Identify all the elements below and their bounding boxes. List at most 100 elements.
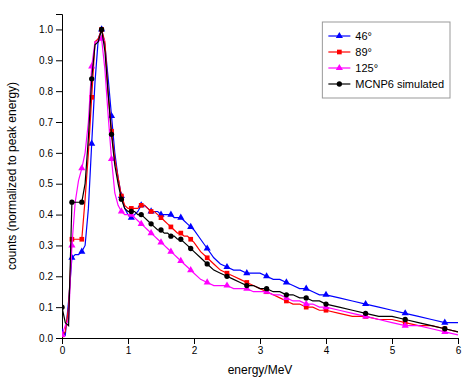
y-axis-tick: 0.2	[39, 271, 62, 282]
legend-item: 46°	[328, 30, 372, 42]
series-marker	[118, 207, 125, 213]
y-axis-tick-label: 1.0	[39, 24, 53, 35]
legend: 46° 89° 125° MCNP6 simulated	[322, 22, 450, 98]
y-axis-tick: 0.3	[39, 240, 62, 251]
series-marker	[129, 209, 134, 214]
series-marker	[223, 263, 230, 269]
legend-label: 89°	[355, 46, 372, 58]
series-marker	[284, 292, 289, 297]
series-marker	[148, 221, 153, 226]
series-marker	[88, 62, 95, 68]
series-marker	[69, 200, 74, 205]
series-marker	[244, 283, 249, 288]
series-marker	[139, 212, 144, 217]
legend-label: 46°	[355, 30, 372, 42]
x-axis-tick-label: 1	[126, 345, 132, 356]
x-axis-tick-label: 0	[60, 345, 66, 356]
series-marker	[119, 196, 124, 201]
y-axis-tick-mark	[56, 215, 62, 216]
series-marker	[89, 76, 94, 81]
y-axis-tick-label: 0.5	[39, 178, 53, 189]
y-axis-tick-label: 0.4	[39, 209, 53, 220]
series-marker	[402, 322, 409, 328]
y-axis-tick-mark	[56, 338, 62, 339]
x-axis-tick-label: 3	[258, 345, 264, 356]
y-axis-line	[56, 15, 63, 339]
series-marker	[148, 207, 155, 213]
series-marker	[205, 261, 210, 266]
x-axis-tick: 2	[192, 338, 198, 356]
series-marker	[403, 317, 408, 322]
y-axis-tick: 1.0	[39, 24, 62, 35]
series-marker	[178, 231, 183, 236]
y-axis-tick: 0.9	[39, 55, 62, 66]
y-axis-tick-mark	[56, 245, 62, 246]
series-marker	[243, 269, 250, 275]
series-marker	[303, 300, 310, 306]
x-axis-tick-label: 4	[324, 345, 330, 356]
x-axis-line	[63, 339, 459, 345]
y-axis-tick-mark	[56, 29, 62, 30]
legend-marker	[336, 32, 343, 38]
series-marker	[138, 220, 145, 226]
x-axis-tick-mark	[194, 338, 195, 344]
series-marker	[363, 311, 368, 316]
series-marker	[68, 241, 75, 247]
y-axis-tick-mark	[56, 307, 62, 308]
series-marker	[168, 234, 173, 239]
y-axis-tick-label: 0.6	[39, 148, 53, 159]
legend-marker	[337, 50, 342, 55]
series-line	[62, 39, 458, 335]
legend-label: MCNP6 simulated	[355, 78, 444, 90]
series-marker	[204, 278, 211, 284]
series-marker	[78, 164, 85, 170]
x-axis-tick: 3	[258, 338, 264, 356]
y-axis-tick-label: 0.7	[39, 117, 53, 128]
y-axis-tick-label: 0.0	[39, 333, 53, 344]
series-marker	[62, 304, 65, 309]
x-axis-tick: 6	[456, 338, 462, 356]
series-marker	[178, 237, 183, 242]
series-marker	[78, 247, 85, 253]
chart: 01234560.00.10.20.30.40.50.60.70.80.91.0…	[0, 0, 474, 382]
y-axis-tick: 0.6	[39, 148, 62, 159]
x-axis-tick: 5	[390, 338, 396, 356]
legend-item: MCNP6 simulated	[328, 78, 444, 90]
y-axis-tick-mark	[56, 184, 62, 185]
y-axis-tick-mark	[56, 153, 62, 154]
series	[62, 35, 458, 337]
series-marker	[177, 257, 184, 263]
y-axis-tick-label: 0.9	[39, 55, 53, 66]
series-marker	[149, 209, 154, 214]
series-marker	[303, 285, 310, 291]
series-marker	[99, 27, 104, 32]
y-axis-tick: 0.7	[39, 117, 62, 128]
y-axis-tick: 0.1	[39, 302, 62, 313]
x-axis-tick-label: 2	[192, 345, 198, 356]
legend-item: 125°	[328, 62, 378, 74]
series-marker	[188, 237, 193, 242]
y-axis-tick-label: 0.3	[39, 240, 53, 251]
series-marker	[159, 215, 164, 220]
y-axis-tick: 0.4	[39, 209, 62, 220]
series-marker	[402, 309, 409, 315]
x-axis-tick: 1	[126, 338, 132, 356]
series-marker	[79, 200, 84, 205]
y-axis-tick-mark	[56, 122, 62, 123]
x-axis-tick-label: 6	[456, 345, 462, 356]
series-marker	[158, 227, 163, 232]
series-marker	[283, 278, 290, 284]
series-marker	[304, 295, 309, 300]
series-marker	[109, 132, 114, 137]
x-axis-tick-mark	[260, 338, 261, 344]
series-marker	[138, 201, 145, 207]
legend-marker	[337, 81, 342, 86]
legend-item: 89°	[328, 46, 372, 58]
series-marker	[177, 214, 184, 220]
series-marker	[148, 229, 155, 235]
y-axis-tick: 0.0	[39, 333, 62, 344]
series-marker	[187, 223, 194, 229]
series-marker	[442, 326, 447, 331]
series-marker	[139, 203, 144, 208]
y-axis-tick-label: 0.2	[39, 271, 53, 282]
